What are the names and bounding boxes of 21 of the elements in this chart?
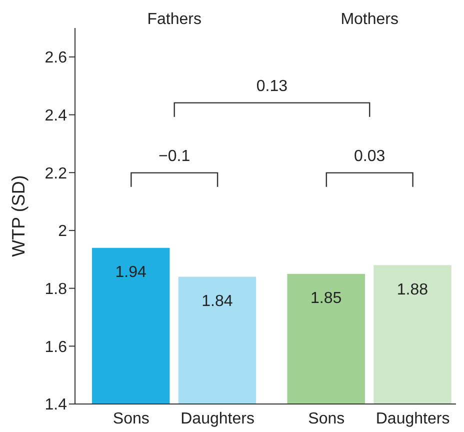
x-tick-label: Daughters <box>376 410 450 428</box>
y-tick-label: 2.2 <box>44 165 68 182</box>
x-tick-label: Sons <box>308 410 345 428</box>
y-tick-label: 1.6 <box>44 338 68 356</box>
data-label: 1.85 <box>310 290 342 308</box>
annotation: −0.1 <box>158 148 190 165</box>
y-tick-label: 2.6 <box>44 50 68 67</box>
text: Fathers <box>147 11 202 28</box>
y-tick-label: 2.4 <box>44 107 68 124</box>
y-tick-label: 1.8 <box>44 280 68 298</box>
text: Mothers <box>340 11 399 28</box>
annotation: 0.13 <box>256 78 288 95</box>
y-tick-label: 1.4 <box>44 396 68 414</box>
x-tick-label: Daughters <box>180 410 254 428</box>
annotation: 0.03 <box>354 148 386 165</box>
y-axis-title: WTP (SD) <box>8 175 28 257</box>
data-label: 1.88 <box>396 282 428 299</box>
x-tick-label: Sons <box>112 410 150 428</box>
data-label: 1.84 <box>202 293 233 310</box>
y-tick-label: 2 <box>58 223 68 240</box>
data-label: 1.94 <box>115 264 147 282</box>
